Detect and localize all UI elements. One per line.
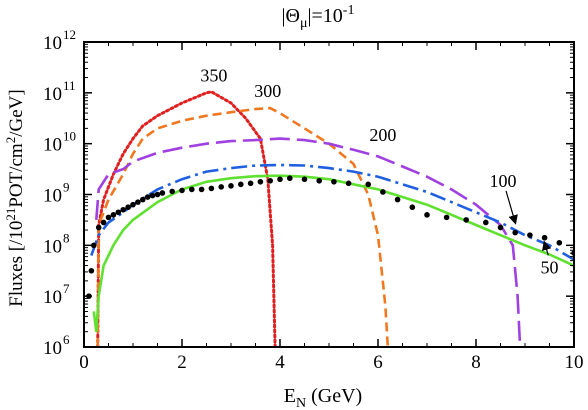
series-points-point-15 (154, 191, 161, 198)
series-points-point-11 (135, 199, 141, 205)
series-points-point-45 (541, 234, 548, 241)
series-points-point-24 (238, 181, 244, 188)
series-points-point-12 (140, 196, 146, 203)
x-tick-label: 8 (471, 352, 481, 373)
series-points-point-38 (424, 212, 430, 218)
y-tick-label: 10 (43, 84, 62, 105)
series-points-point-25 (247, 180, 254, 187)
y-tick-label: 10 (43, 186, 62, 207)
series-points-point-2 (91, 242, 97, 249)
series-points-point-46 (556, 239, 563, 246)
series-points-point-23 (228, 183, 234, 189)
x-tick-label: 10 (565, 352, 584, 373)
y-tick-label: 10 (43, 33, 62, 54)
x-tick-label: 0 (79, 352, 89, 373)
series-points-point-4 (100, 219, 107, 226)
y-tick-exponent: 7 (63, 281, 70, 296)
series-points-point-8 (120, 206, 126, 213)
series-points-point-6 (110, 212, 117, 218)
series-points-point-34 (365, 181, 372, 188)
series-line-200 (95, 137, 522, 347)
series-points-point-7 (115, 209, 122, 216)
x-tick-label: 4 (275, 352, 285, 373)
y-tick-label: 10 (43, 135, 62, 156)
annotation-300: 300 (254, 81, 281, 101)
annotation-arrow-100 (505, 190, 518, 225)
series-points-point-43 (512, 229, 518, 236)
y-tick-label: 10 (43, 287, 62, 308)
y-axis-label: Fluxes [/1021POT/cm2/GeV] (3, 89, 27, 306)
series-points-point-30 (301, 176, 308, 183)
annotation-50: 50 (541, 257, 559, 277)
series-points-point-26 (257, 178, 264, 185)
series-points-point-3 (95, 224, 102, 231)
series-points-point-29 (287, 175, 293, 182)
series-points-point-5 (105, 214, 112, 221)
series-points-point-39 (443, 214, 450, 221)
series-points-point-32 (331, 178, 337, 185)
series-points-point-10 (130, 201, 136, 208)
series-line-50 (92, 174, 574, 332)
series-points-point-31 (316, 177, 323, 184)
y-tick-exponent: 12 (63, 27, 76, 42)
series-points-point-9 (125, 204, 131, 211)
series-points-point-21 (208, 185, 215, 192)
annotation-100: 100 (489, 171, 516, 191)
series-line-350 (96, 90, 277, 347)
x-tick-label: 6 (373, 352, 383, 373)
series-points-point-16 (159, 190, 166, 196)
series-points-point-19 (189, 186, 195, 193)
y-tick-exponent: 10 (63, 129, 76, 144)
series-points-point-14 (149, 192, 156, 199)
series-points-point-35 (380, 189, 386, 195)
series-points-point-18 (179, 187, 185, 194)
series-points-point-36 (394, 196, 401, 203)
series-points-point-20 (198, 186, 205, 193)
series-points-point-13 (144, 194, 151, 200)
y-tick-exponent: 8 (63, 230, 70, 245)
y-tick-exponent: 9 (63, 180, 70, 195)
annotation-200: 200 (369, 125, 396, 145)
series-points-point-37 (409, 204, 416, 211)
series-points-point-27 (267, 177, 274, 184)
series-points-point-17 (169, 188, 175, 195)
series-line-300 (96, 106, 390, 347)
series-points-point-1 (88, 267, 95, 274)
series-points-point-40 (463, 217, 470, 223)
x-tick-label: 2 (177, 352, 187, 373)
annotation-350: 350 (200, 66, 227, 86)
x-axis-label: EN (GeV) (284, 385, 362, 410)
series-points-point-28 (277, 176, 283, 183)
y-tick-exponent: 6 (63, 332, 70, 347)
chart-title: |Θμ|=10-1 (282, 3, 355, 31)
series-points-point-22 (218, 184, 224, 190)
series-points-point-33 (345, 180, 352, 187)
y-tick-exponent: 11 (63, 78, 76, 93)
y-tick-label: 10 (43, 338, 62, 359)
series-points-point-42 (497, 224, 504, 231)
series-points-point-44 (527, 232, 533, 238)
y-tick-label: 10 (43, 236, 62, 257)
annotation-arrow-50 (542, 240, 552, 256)
series-points-point-41 (483, 219, 489, 226)
